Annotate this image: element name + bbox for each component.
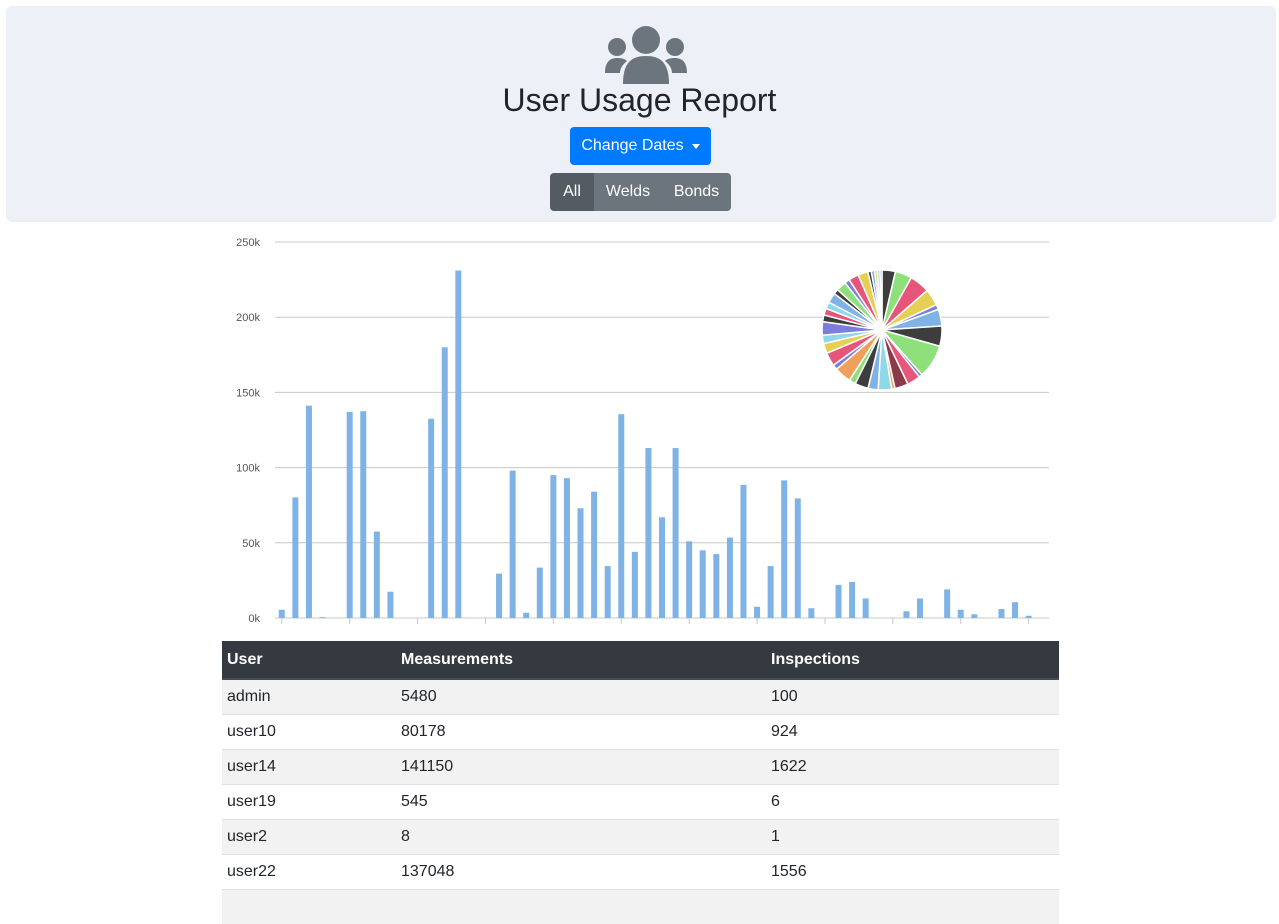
bar[interactable] (578, 508, 584, 618)
cell-measurements: 8 (396, 820, 766, 855)
page-title: User Usage Report (0, 82, 1279, 119)
bar[interactable] (713, 554, 719, 618)
bar[interactable] (632, 552, 638, 618)
table-row (222, 890, 1059, 924)
pie-chart (822, 270, 942, 390)
y-tick-label: 0k (248, 613, 260, 625)
bar[interactable] (659, 517, 665, 618)
bar[interactable] (971, 614, 977, 618)
cell-measurements: 545 (396, 785, 766, 820)
cell-user: user14 (222, 750, 396, 785)
bar[interactable] (727, 538, 733, 618)
cell-measurements: 5480 (396, 679, 766, 715)
bar[interactable] (645, 448, 651, 618)
filter-button-group: All Welds Bonds (550, 173, 731, 211)
change-dates-label: Change Dates (581, 137, 683, 155)
bar[interactable] (292, 497, 298, 618)
bar[interactable] (510, 471, 516, 618)
x-axis-ticks (282, 618, 1029, 624)
bar[interactable] (306, 406, 312, 618)
cell-user (222, 890, 396, 924)
bar[interactable] (740, 485, 746, 618)
bar[interactable] (903, 611, 909, 618)
bar[interactable] (849, 582, 855, 618)
filter-welds-button[interactable]: Welds (594, 173, 662, 211)
filter-bonds-button[interactable]: Bonds (662, 173, 731, 211)
filter-all-button[interactable]: All (550, 173, 594, 211)
bar[interactable] (754, 607, 760, 618)
cell-measurements: 141150 (396, 750, 766, 785)
cell-user: user10 (222, 715, 396, 750)
bar[interactable] (618, 414, 624, 618)
bar[interactable] (836, 585, 842, 618)
y-tick-label: 250k (236, 237, 260, 249)
column-header-user: User (222, 641, 396, 679)
bar[interactable] (320, 617, 326, 618)
bar[interactable] (347, 412, 353, 618)
bar[interactable] (564, 478, 570, 618)
caret-down-icon (692, 144, 700, 149)
bar[interactable] (605, 566, 611, 618)
usage-chart: 0k 50k 100k 150k 200k 250k (222, 230, 1059, 635)
bar[interactable] (387, 592, 393, 618)
bar[interactable] (374, 532, 380, 618)
cell-inspections: 1622 (766, 750, 1059, 785)
y-tick-label: 100k (236, 463, 260, 475)
cell-inspections: 100 (766, 679, 1059, 715)
bar[interactable] (917, 598, 923, 618)
bar[interactable] (795, 498, 801, 618)
bar[interactable] (958, 610, 964, 618)
bar[interactable] (768, 566, 774, 618)
bar[interactable] (673, 448, 679, 618)
bar[interactable] (591, 492, 597, 618)
change-dates-button[interactable]: Change Dates (570, 127, 711, 165)
bar[interactable] (998, 609, 1004, 618)
bar[interactable] (442, 347, 448, 618)
cell-user: admin (222, 679, 396, 715)
cell-inspections: 924 (766, 715, 1059, 750)
bar[interactable] (781, 480, 787, 618)
table-header-row: User Measurements Inspections (222, 641, 1059, 679)
report-header: User Usage Report Change Dates All Welds… (6, 6, 1276, 222)
y-tick-label: 50k (242, 538, 260, 550)
column-header-measurements: Measurements (396, 641, 766, 679)
cell-user: user22 (222, 855, 396, 890)
cell-inspections (766, 890, 1059, 924)
bar[interactable] (1026, 616, 1032, 618)
bar[interactable] (537, 568, 543, 618)
bar[interactable] (944, 589, 950, 618)
bar[interactable] (455, 271, 461, 618)
bar[interactable] (686, 541, 692, 618)
bar[interactable] (863, 598, 869, 618)
bar[interactable] (808, 608, 814, 618)
cell-measurements: 80178 (396, 715, 766, 750)
bar[interactable] (1012, 602, 1018, 618)
cell-inspections: 6 (766, 785, 1059, 820)
bar[interactable] (279, 610, 285, 618)
y-axis-ticks: 0k 50k 100k 150k 200k 250k (236, 237, 260, 625)
column-header-inspections: Inspections (766, 641, 1059, 679)
bar[interactable] (550, 475, 556, 618)
cell-user: user19 (222, 785, 396, 820)
bar[interactable] (496, 574, 502, 618)
cell-user: user2 (222, 820, 396, 855)
bar[interactable] (700, 550, 706, 618)
y-tick-label: 150k (236, 387, 260, 399)
bar[interactable] (523, 613, 529, 618)
cell-measurements (396, 890, 766, 924)
y-tick-label: 200k (236, 312, 260, 324)
cell-inspections: 1556 (766, 855, 1059, 890)
users-icon (605, 26, 687, 84)
cell-inspections: 1 (766, 820, 1059, 855)
bar[interactable] (428, 419, 434, 618)
cell-measurements: 137048 (396, 855, 766, 890)
bar[interactable] (360, 411, 366, 618)
